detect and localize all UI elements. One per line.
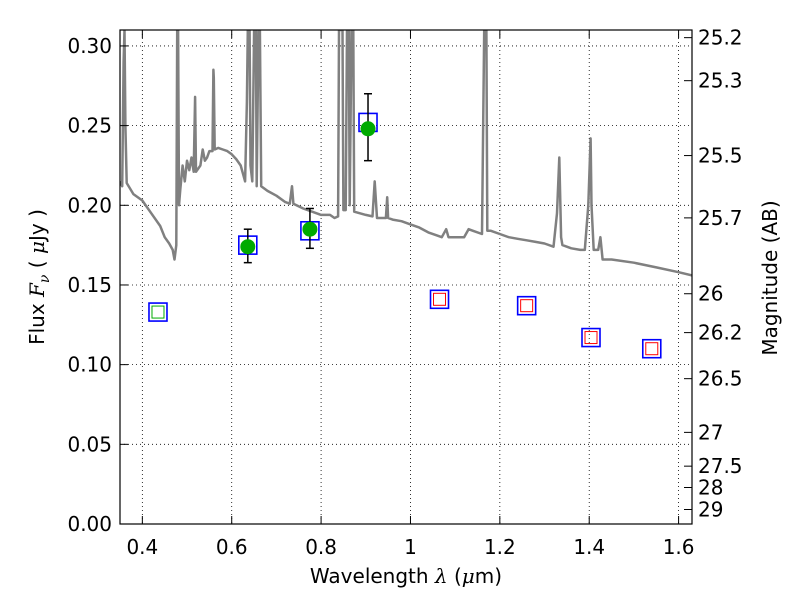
y2-tick-label: 25.7	[698, 206, 743, 230]
nondetection-square	[151, 305, 165, 319]
y2-tick-label: 26.5	[698, 367, 743, 391]
grid-lines	[120, 30, 692, 525]
y2-axis-label: Magnitude (AB)	[758, 200, 782, 355]
upper-limit-square	[433, 292, 447, 306]
x-axis-label-lambda: λ	[434, 564, 448, 588]
detection-point	[360, 121, 376, 137]
y-axis-label-nu: ν	[37, 274, 53, 283]
spectrum-line	[120, 30, 692, 277]
plot-frame	[119, 29, 693, 525]
model-photometry-square	[429, 289, 450, 310]
y2-tick-label: 25.5	[698, 144, 743, 168]
x-tick-label: 0.4	[126, 535, 158, 559]
y-tick-label: 0.25	[67, 114, 112, 138]
x-axis-label-unit: m)	[475, 564, 502, 588]
x-tick-label: 0.6	[216, 535, 248, 559]
axis-ticks: 0.4 0.6 0.8 1 1.2 1.4 1.6 0.00 0.05 0.10 0.15 0.20 0…	[67, 26, 742, 559]
y-tick-label: 0.30	[67, 34, 112, 58]
x-axis-label-word: Wavelength	[310, 564, 435, 588]
y-axis-label-mu: μ	[25, 241, 49, 254]
model-photometry-square	[641, 338, 662, 359]
model-photometry-square	[581, 327, 601, 348]
x-tick-label: 1.4	[573, 535, 605, 559]
model-spectrum	[120, 30, 692, 277]
y-tick-label: 0.10	[67, 353, 112, 377]
y-axis-label-word: Flux	[25, 297, 49, 345]
upper-limit-square	[584, 331, 598, 345]
x-tick-label: 0.8	[305, 535, 337, 559]
model-photometry-square	[148, 302, 168, 322]
x-tick-label: 1.6	[663, 535, 695, 559]
y-axis-label: Flux Fν ( μJy )	[25, 209, 53, 345]
y2-tick-label: 27	[698, 420, 723, 444]
detection-point	[302, 221, 318, 237]
y-axis-label-f: F	[25, 282, 49, 298]
x-axis-label-paren: (	[448, 564, 462, 588]
upper-limit-square	[520, 299, 534, 313]
y2-tick-label: 27.5	[698, 454, 743, 478]
y-tick-label: 0.00	[67, 512, 112, 536]
y2-tick-label: 26	[698, 282, 723, 306]
model-photometry-square	[516, 295, 537, 316]
y-tick-label: 0.15	[67, 273, 112, 297]
x-axis-label: Wavelength λ (μm)	[310, 564, 502, 588]
y2-tick-label: 28	[698, 476, 723, 500]
detection-point	[240, 239, 256, 255]
y2-tick-label: 25.2	[698, 26, 743, 50]
y-axis-label-unit: Jy )	[25, 209, 49, 243]
y-tick-label: 0.05	[67, 432, 112, 456]
upper-limit-square	[645, 342, 659, 356]
y-axis-label-paren: (	[25, 254, 49, 275]
x-tick-label: 1	[404, 535, 417, 559]
y2-tick-label: 29	[698, 497, 723, 521]
x-axis-label-mu: μ	[462, 564, 475, 588]
y2-tick-label: 25.3	[698, 69, 743, 93]
data-markers	[148, 92, 662, 359]
x-tick-label: 1.2	[484, 535, 516, 559]
y2-tick-label: 26.2	[698, 321, 743, 345]
y-tick-label: 0.20	[67, 193, 112, 217]
